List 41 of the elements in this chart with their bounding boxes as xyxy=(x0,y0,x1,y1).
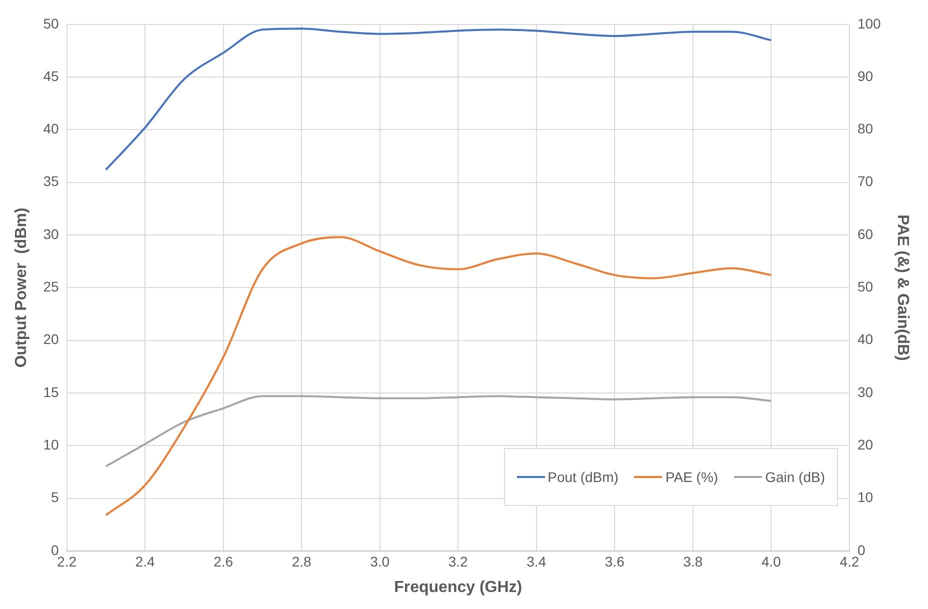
y-tick-label: 25 xyxy=(43,278,59,295)
legend-label: Pout (dBm) xyxy=(548,469,618,485)
x-tick-label: 3.0 xyxy=(370,553,390,570)
y2-tick-label: 10 xyxy=(857,489,874,506)
x-tick-label: 2.8 xyxy=(292,553,312,570)
x-tick-label: 2.4 xyxy=(135,553,155,570)
y2-tick-label: 0 xyxy=(857,542,866,558)
x-tick-label: 3.8 xyxy=(683,553,703,570)
y-axis-title: Output Power (dBm) xyxy=(13,208,30,368)
line-series xyxy=(104,28,772,171)
y-tick-label: 20 xyxy=(43,331,59,348)
x-tick-label: 3.6 xyxy=(604,553,625,570)
y2-tick-label: 50 xyxy=(857,278,874,295)
y-tick-label: 5 xyxy=(50,489,59,506)
y-tick-label: 0 xyxy=(50,542,59,558)
y-tick-label: 15 xyxy=(43,384,59,400)
y2-tick-label: 70 xyxy=(857,173,874,190)
y-tick-label: 30 xyxy=(43,226,59,242)
y-tick-label: 10 xyxy=(43,436,59,453)
y2-axis-title: PAE (&) & Gain(dB) xyxy=(894,214,911,361)
y-tick-label: 50 xyxy=(43,15,59,32)
y2-tick-label: 90 xyxy=(857,68,874,84)
x-tick-label: 2.6 xyxy=(214,553,234,570)
x-tick-label: 2.2 xyxy=(57,553,77,570)
y2-tick-label: 20 xyxy=(857,436,874,453)
y2-tick-label: 30 xyxy=(857,384,874,400)
y2-tick-label: 40 xyxy=(857,331,874,348)
y-tick-label: 45 xyxy=(43,68,59,84)
y-tick-label: 40 xyxy=(43,120,59,137)
x-tick-label: 3.2 xyxy=(448,553,468,570)
legend-label: PAE (%) xyxy=(665,469,718,485)
x-tick-label: 4.0 xyxy=(761,553,782,570)
x-axis-title: Frequency (GHz) xyxy=(394,578,522,596)
x-tick-label: 4.2 xyxy=(840,553,860,570)
y2-tick-label: 100 xyxy=(857,15,882,32)
legend-label: Gain (dB) xyxy=(765,469,825,485)
y2-tick-label: 60 xyxy=(857,226,874,242)
y2-tick-label: 80 xyxy=(857,120,874,137)
x-tick-label: 3.4 xyxy=(526,553,546,570)
y-tick-label: 35 xyxy=(43,173,59,190)
line-series xyxy=(104,395,772,468)
